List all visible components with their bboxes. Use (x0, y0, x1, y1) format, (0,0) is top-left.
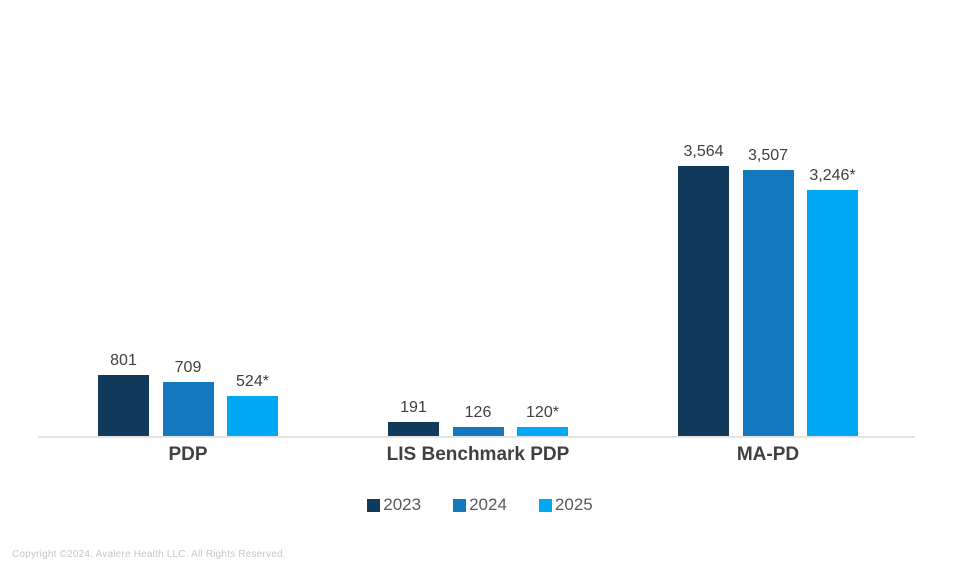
legend-swatch-2023 (367, 498, 381, 512)
bar-value-label: 3,564 (683, 143, 724, 160)
legend-swatch-2024 (453, 498, 467, 512)
x-axis-baseline (38, 436, 915, 438)
bar-2025 (227, 396, 278, 436)
bar-2024 (742, 170, 794, 436)
legend-item-2023: 2023 (367, 495, 421, 515)
bar-value-label: 524* (236, 373, 269, 391)
bar-2024 (452, 426, 504, 436)
bar-2023 (678, 166, 729, 436)
bar-value-label: 120* (526, 403, 559, 421)
bar-group-1: 191 126 120* (388, 398, 568, 436)
legend-label-2024: 2024 (469, 495, 507, 514)
bar-cell: 3,246* (807, 166, 858, 436)
legend-item-2025: 2025 (538, 495, 593, 515)
bar-2025 (807, 190, 858, 436)
chart-legend: 2023 2024 2025 (0, 495, 960, 515)
bar-cell: 191 (388, 398, 439, 436)
bar-value-label: 3,507 (747, 147, 789, 165)
bar-2023 (388, 421, 439, 436)
bar-cell: 3,564 (678, 142, 729, 436)
bar-group-0: 801 709 524* (98, 351, 278, 436)
bar-cell: 3,507 (742, 146, 794, 436)
bar-cell: 126 (452, 403, 504, 436)
category-label: LIS Benchmark PDP (386, 444, 570, 465)
category-label: PDP (168, 444, 208, 465)
bar-value-label: 709 (174, 359, 202, 377)
bar-2025 (517, 426, 568, 436)
bar-cell: 120* (517, 403, 568, 436)
copyright-text: Copyright ©2024. Avalere Health LLC. All… (12, 549, 286, 560)
bar-cell: 524* (227, 372, 278, 436)
bar-2024 (162, 382, 214, 436)
bar-group-2: 3,564 3,507 3,246* (678, 142, 858, 436)
bar-2023 (98, 375, 149, 436)
bar-cell: 801 (98, 351, 149, 436)
bar-value-label: 126 (464, 403, 492, 421)
bar-value-label: 191 (400, 398, 427, 416)
bar-cell: 709 (162, 358, 214, 436)
bar-value-label: 3,246* (809, 167, 856, 185)
legend-label-2025: 2025 (554, 495, 593, 514)
bar-value-label: 801 (110, 352, 137, 370)
category-label: MA-PD (736, 444, 800, 465)
legend-label-2023: 2023 (383, 495, 422, 514)
legend-swatch-2025 (538, 498, 552, 512)
legend-item-2024: 2024 (453, 495, 507, 515)
